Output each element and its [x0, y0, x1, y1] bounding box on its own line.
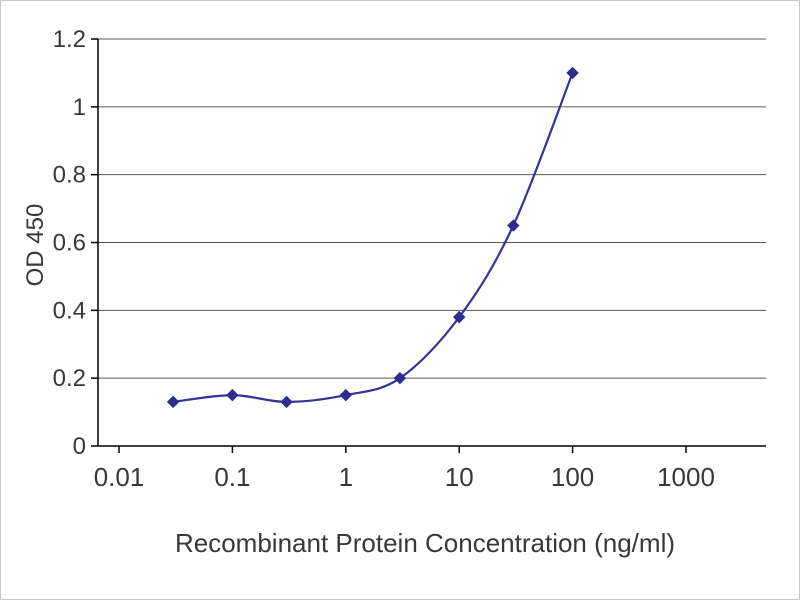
data-point-marker: [566, 66, 579, 80]
data-point-marker: [339, 388, 353, 402]
y-tick-label: 1.2: [53, 26, 86, 53]
y-axis-title: OD 450: [22, 203, 49, 287]
data-point-marker: [166, 395, 180, 409]
x-tick-label: 100: [551, 462, 594, 492]
series-line: [172, 72, 574, 403]
x-tick-label: 0.1: [214, 462, 250, 492]
data-point-marker: [452, 310, 466, 324]
y-tick-label: 0: [73, 433, 86, 460]
x-tick-label: 10: [445, 462, 474, 492]
x-axis-title: Recombinant Protein Concentration (ng/ml…: [174, 528, 676, 558]
x-tick-label: 1000: [657, 462, 715, 492]
y-tick-label: 0.2: [53, 365, 86, 392]
data-point-marker: [226, 388, 239, 402]
y-tick-label: 1: [73, 94, 86, 121]
data-point-marker: [280, 395, 293, 409]
data-point-marker: [393, 371, 407, 385]
data-point-marker: [507, 219, 520, 232]
x-tick-label: 1: [339, 462, 353, 492]
y-tick-label: 0.8: [53, 162, 86, 189]
y-tick-label: 0.4: [53, 297, 86, 324]
y-tick-label: 0.6: [53, 230, 86, 257]
x-tick-label: 0.01: [94, 462, 145, 492]
